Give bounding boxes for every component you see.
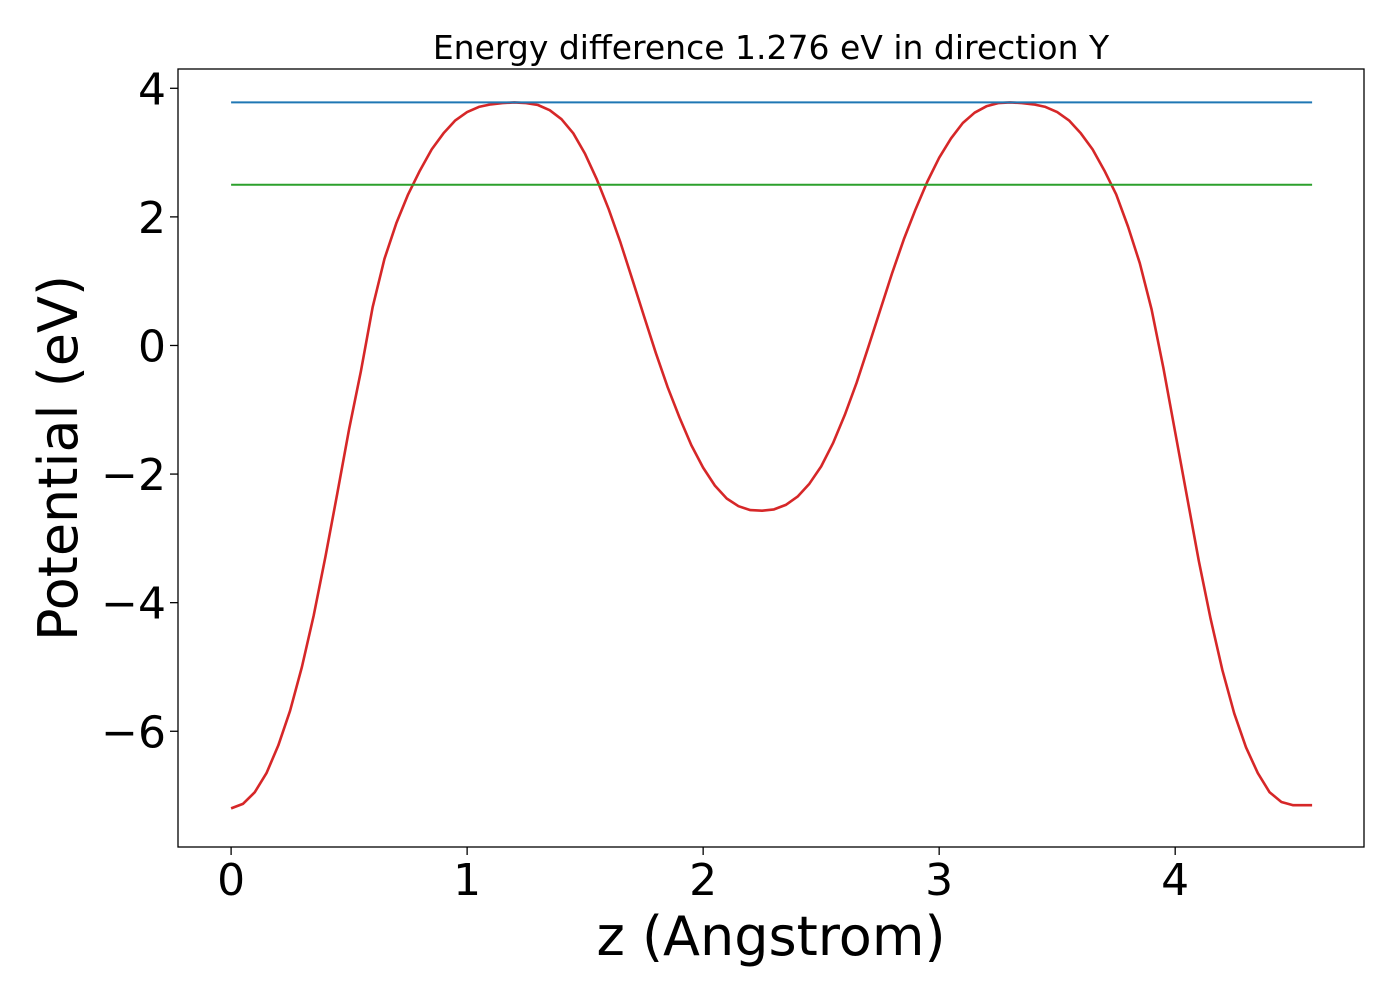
y-tick-label: −2 [101,450,166,501]
potential-curve [230,101,1313,810]
y-tick-label: 4 [138,64,166,115]
chart-title: Energy difference 1.276 eV in direction … [433,28,1110,67]
x-axis: 0 1 2 3 4 [217,847,1189,906]
x-tick-label: 2 [689,855,717,906]
x-tick-label: 3 [925,855,953,906]
x-axis-title: z (Angstrom) [596,905,945,968]
y-axis-title: Potential (eV) [27,275,90,641]
y-tick-label: −4 [101,579,166,630]
x-tick-label: 1 [453,855,481,906]
plot-area [230,101,1313,810]
x-tick-label: 4 [1161,855,1189,906]
y-tick-label: 0 [138,321,166,372]
y-tick-label: 2 [138,193,166,244]
y-axis: 4 2 0 −2 −4 −6 [101,64,178,758]
x-tick-label: 0 [217,855,245,906]
y-tick-label: −6 [101,707,166,758]
axes-frame [177,68,1365,848]
